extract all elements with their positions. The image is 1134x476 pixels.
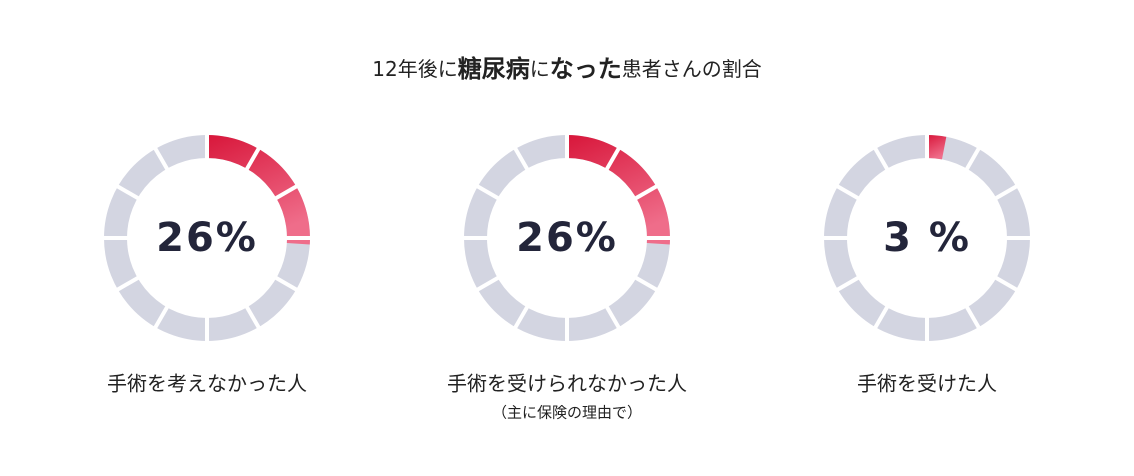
segment-gap [964, 304, 982, 330]
segment-gap [512, 146, 530, 172]
percent-label: 3 % [883, 215, 971, 261]
title-part: に [530, 57, 550, 81]
donut-label: 手術を考えなかった人 [107, 372, 307, 396]
segment-gap [835, 275, 861, 293]
segment-gap [993, 275, 1019, 293]
donut-subtitle: （主に保険の理由で） [492, 404, 642, 422]
segment-gap [872, 146, 890, 172]
segment-gap [872, 304, 890, 330]
donut-label: 手術を受けられなかった人 [447, 372, 687, 396]
segment-gap [604, 304, 622, 330]
segment-gap [244, 146, 262, 172]
segment-gap [152, 304, 170, 330]
percent-label: 26% [516, 215, 618, 261]
title-part: 患者さんの割合 [622, 57, 762, 81]
donut-segment [207, 135, 310, 245]
percent-label: 26% [156, 215, 258, 261]
segment-gap [115, 183, 141, 201]
segment-gap [993, 183, 1019, 201]
title-part: 糖尿病 [458, 55, 530, 83]
segment-gap [512, 304, 530, 330]
segment-gap [273, 183, 299, 201]
segment-gap [273, 275, 299, 293]
segment-gap [633, 183, 659, 201]
title-part: 12年後に [372, 57, 457, 81]
segment-gap [475, 275, 501, 293]
donut-segment [927, 135, 947, 160]
segment-gap [475, 183, 501, 201]
segment-gap [115, 275, 141, 293]
segment-gap [244, 304, 262, 330]
title-part: なった [550, 55, 622, 83]
segment-gap [835, 183, 861, 201]
segment-gap [604, 146, 622, 172]
title: 12年後に糖尿病になった患者さんの割合 [372, 55, 761, 83]
segment-gap [964, 146, 982, 172]
donut-segment [567, 135, 670, 245]
segment-gap [152, 146, 170, 172]
donut-label: 手術を受けた人 [857, 372, 997, 396]
segment-gap [633, 275, 659, 293]
